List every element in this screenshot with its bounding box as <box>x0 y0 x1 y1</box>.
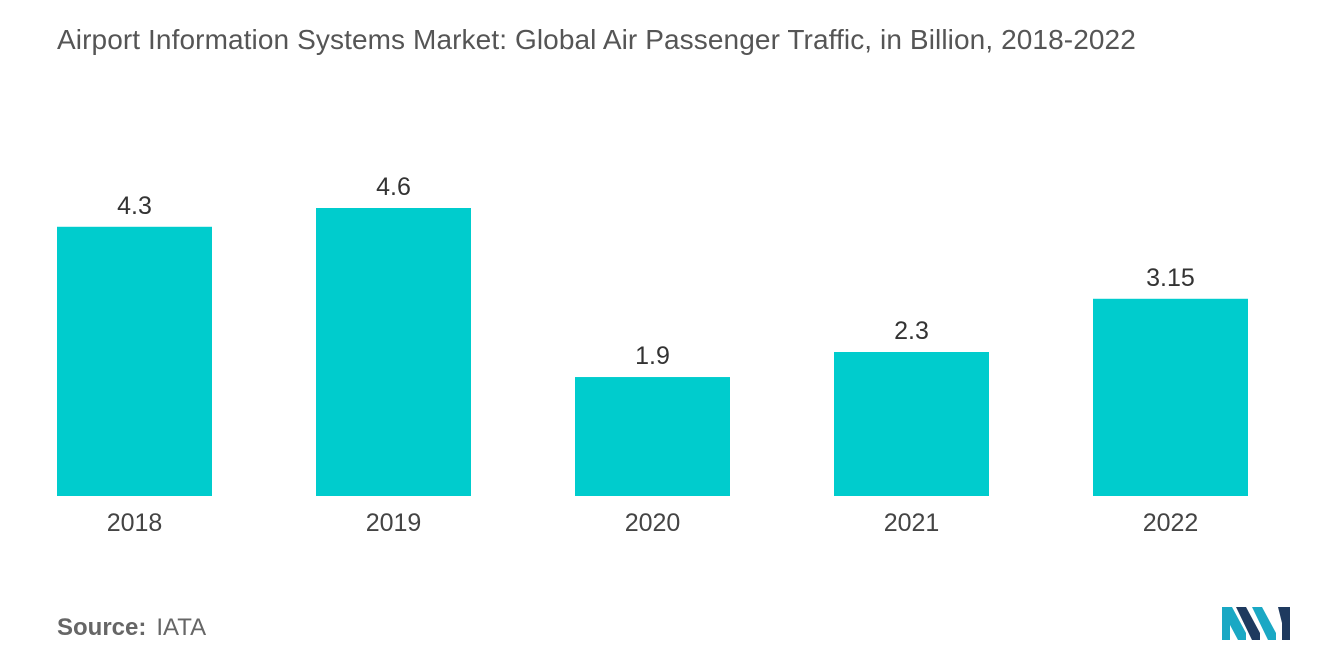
data-label-2019: 4.6 <box>376 173 411 201</box>
data-label-2018: 4.3 <box>117 192 152 220</box>
bar-2020 <box>575 377 730 496</box>
source-label: Source: <box>57 614 147 641</box>
bar-2021 <box>834 352 989 496</box>
x-tick-label-2020: 2020 <box>625 509 681 537</box>
x-tick-label-2021: 2021 <box>884 509 940 537</box>
mordor-intelligence-logo-icon <box>1222 607 1290 640</box>
chart-title: Airport Information Systems Market: Glob… <box>57 24 1136 55</box>
data-label-2021: 2.3 <box>894 317 929 345</box>
source-value: IATA <box>156 614 207 641</box>
x-tick-label-2018: 2018 <box>107 509 163 537</box>
bar-2019 <box>316 208 471 496</box>
bar-2022 <box>1093 298 1248 496</box>
source-note: Source: IATA <box>57 614 206 642</box>
x-tick-label-2022: 2022 <box>1143 509 1199 537</box>
bar-2018 <box>57 226 212 497</box>
data-label-2020: 1.9 <box>635 342 670 370</box>
data-label-2022: 3.15 <box>1146 264 1195 292</box>
x-tick-label-2019: 2019 <box>366 509 422 537</box>
